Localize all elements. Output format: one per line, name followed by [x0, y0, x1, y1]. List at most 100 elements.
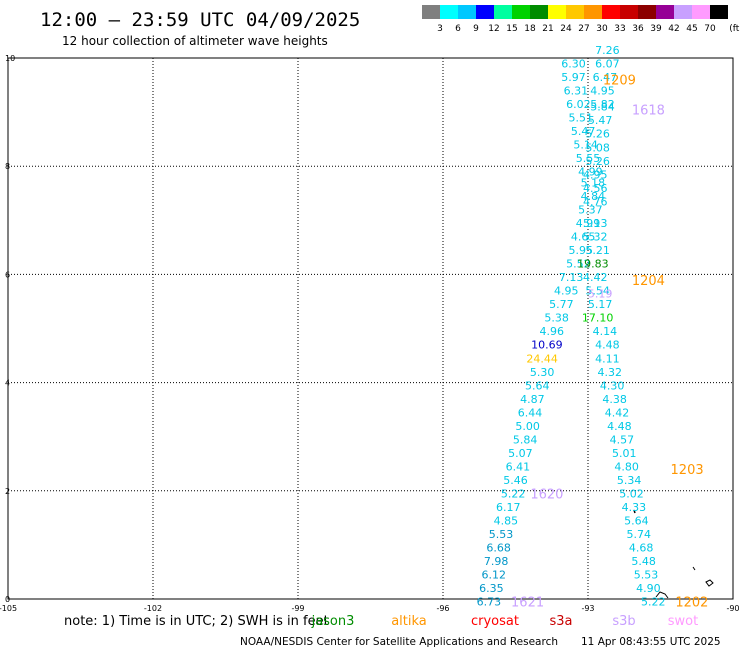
wave-height-value: 5.53: [634, 569, 659, 582]
wave-height-value: 4.42: [605, 406, 630, 419]
wave-height-value: 5.82: [590, 98, 615, 111]
wave-height-value: 5.47: [588, 114, 613, 127]
wave-height-value: 4.95: [554, 285, 579, 298]
page-title: 12:00 – 23:59 UTC 04/09/2025: [40, 9, 360, 31]
wave-height-value: 5.37: [578, 203, 603, 216]
y-tick-label: 6: [5, 270, 10, 279]
wave-height-value: 6.30: [561, 57, 586, 70]
wave-height-value: 6.17: [496, 501, 521, 514]
legend-swatch: [656, 5, 674, 19]
credit-text: NOAA/NESDIS Center for Satellite Applica…: [240, 636, 558, 648]
wave-height-value: 5.19: [588, 287, 613, 300]
wave-height-value: 4.99: [578, 166, 603, 179]
wave-height-value: 5.18: [581, 176, 606, 189]
units-note-prefix: note: 1) Time is in UTC; 2) SWH is in fe…: [64, 614, 329, 629]
wave-height-value: 5.97: [561, 71, 586, 84]
pass-time-labels: 1209 1618 1204 1203 1620 1621 1202: [511, 74, 708, 611]
wave-height-value: 5.51: [569, 112, 594, 125]
wave-height-value: 5.07: [508, 447, 533, 460]
wave-height-value: 5.74: [627, 528, 652, 541]
y-tick-label: 2: [5, 487, 10, 496]
wave-height-value: 5.13: [583, 217, 608, 230]
wave-height-value: 4.56: [583, 182, 608, 195]
legend-unit: (ft): [729, 24, 740, 34]
wave-height-value: 10.69: [531, 339, 563, 352]
legend-label: 30: [596, 24, 608, 34]
pass-time-label: 1203: [671, 463, 704, 478]
wave-height-value: 5.47: [571, 125, 596, 138]
satellite-legend: jason3 altika cryosat s3a s3b swot: [311, 614, 699, 629]
legend-label: 27: [578, 24, 589, 34]
wave-height-value: 5.26: [585, 128, 610, 141]
pass-time-label: 1618: [632, 103, 665, 118]
legend-swatch: [674, 5, 692, 19]
wave-height-value: 5.84: [513, 433, 538, 446]
wave-height-value: 4.85: [494, 515, 519, 528]
legend-swatch: [548, 5, 566, 19]
legend-swatch: [476, 5, 494, 19]
wave-height-value: 5.32: [583, 231, 608, 244]
wave-height-value: 5.55: [576, 152, 601, 165]
island-outline: [692, 566, 696, 571]
wave-height-observations: 6.305.976.316.025.515.475.145.554.995.18…: [477, 44, 666, 609]
legend-label: 33: [614, 24, 625, 34]
satellite-name: s3b: [612, 614, 635, 629]
wave-height-value: 4.80: [614, 460, 639, 473]
axis-ticks: -105 -102 -99 -96 -93 -90 0 2 4 6 8 10: [0, 54, 740, 613]
legend-swatch: [440, 5, 458, 19]
legend-swatch: [638, 5, 656, 19]
x-tick-label: -99: [291, 604, 304, 613]
legend-label: 18: [524, 24, 536, 34]
island-outline: [655, 591, 669, 599]
legend-swatch: [602, 5, 620, 19]
wave-height-value: 4.38: [602, 393, 627, 406]
wave-height-value: 4.30: [600, 379, 625, 392]
wave-height-value: 5.30: [530, 366, 555, 379]
x-tick-label: -93: [581, 604, 594, 613]
page-subtitle: 12 hour collection of altimeter wave hei…: [62, 34, 328, 48]
wave-height-value: 7.13: [559, 271, 584, 284]
legend-label: 9: [473, 24, 479, 34]
wave-height-value: 4.90: [636, 582, 661, 595]
legend-label: 15: [506, 24, 517, 34]
satellite-name: cryosat: [471, 614, 519, 629]
legend-label: 6: [455, 24, 461, 34]
wave-height-value: 4.95: [590, 84, 615, 97]
wave-height-value: 5.46: [503, 474, 528, 487]
x-tick-label: -96: [436, 604, 449, 613]
legend-label: 45: [686, 24, 697, 34]
legend-label: 24: [560, 24, 572, 34]
pass-time-label: 1209: [603, 74, 636, 89]
pass-time-label: 1204: [632, 274, 665, 289]
generated-timestamp: 11 Apr 08:43:55 UTC 2025: [581, 636, 721, 648]
wave-height-value: 4.11: [595, 352, 620, 365]
y-tick-label: 8: [5, 162, 10, 171]
wave-height-value: 5.34: [617, 474, 642, 487]
wave-height-value: 5.64: [525, 379, 550, 392]
wave-height-value: 5.77: [549, 298, 574, 311]
legend-swatch: [710, 5, 728, 19]
pass-time-label: 1621: [511, 596, 544, 611]
wave-height-value: 5.22: [641, 596, 666, 609]
satellite-name: altika: [391, 614, 427, 629]
wave-height-value: 5.14: [573, 139, 598, 152]
wave-height-value: 5.02: [619, 488, 644, 501]
wave-height-value: 6.02: [566, 98, 591, 111]
legend-label: 36: [632, 24, 644, 34]
wave-height-value: 6.07: [595, 57, 620, 70]
legend-swatch: [530, 5, 548, 19]
coastline-fragments: [633, 509, 714, 599]
wave-height-value: 4.32: [598, 366, 623, 379]
wave-height-value: 5.08: [585, 141, 610, 154]
wave-height-value: 5.48: [631, 555, 656, 568]
wave-height-value: 4.33: [622, 501, 647, 514]
legend-swatch: [422, 5, 440, 19]
wave-height-value: 7.98: [484, 555, 509, 568]
wave-height-value: 6.47: [593, 71, 618, 84]
wave-height-value: 5.53: [489, 528, 514, 541]
graticule: [8, 58, 733, 599]
wave-height-value: 4.57: [610, 433, 635, 446]
